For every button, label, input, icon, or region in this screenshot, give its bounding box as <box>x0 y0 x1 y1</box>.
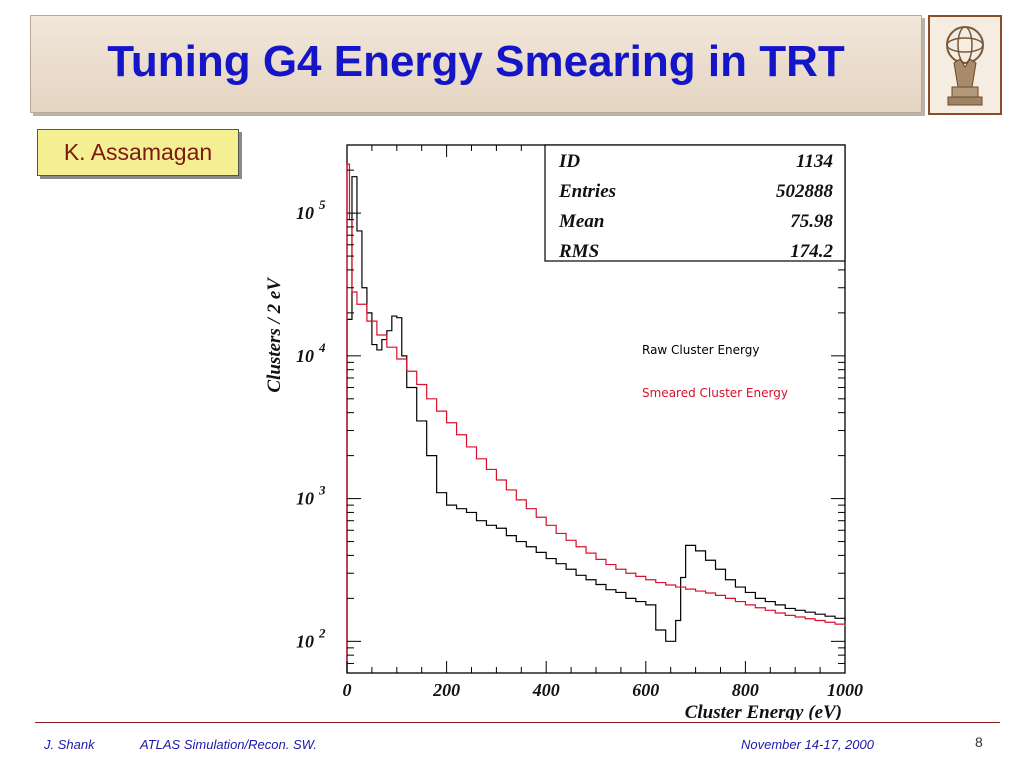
page-number: 8 <box>975 734 983 750</box>
histogram-series <box>346 163 846 673</box>
x-tick-label: 600 <box>632 680 659 700</box>
footer-author: J. Shank <box>44 737 95 752</box>
stats-value-id: 1134 <box>796 151 833 172</box>
y-tick-label: 10 <box>296 489 314 509</box>
stats-label-mean: Mean <box>558 211 604 232</box>
y-tick-exponent: 3 <box>318 483 326 498</box>
author-name: K. Assamagan <box>63 139 213 165</box>
legend-entry-smeared: Smeared Cluster Energy <box>642 386 788 400</box>
stats-value-entries: 502888 <box>776 181 834 202</box>
slide-title: Tuning G4 Energy Smearing in TRT <box>107 37 845 86</box>
stats-value-rms: 174.2 <box>790 241 833 262</box>
y-tick-exponent: 4 <box>318 340 326 355</box>
stats-box-frame <box>544 144 846 262</box>
y-tick-exponent: 2 <box>318 625 326 640</box>
stats-label-id: ID <box>558 151 580 172</box>
energy-histogram-chart: 0 200 400 600 800 1000 10 2 10 3 10 4 10 5 ID 1134 Entr… <box>264 144 863 720</box>
footer-date: November 14-17, 2000 <box>741 737 874 752</box>
footer-course: ATLAS Simulation/Recon. SW. <box>140 737 318 752</box>
series-line-raw <box>346 176 846 673</box>
legend: Raw Cluster Energy Smeared Cluster Energy <box>642 343 788 400</box>
x-tick-label: 400 <box>532 680 560 700</box>
x-axis-label: Cluster Energy (eV) <box>685 702 842 720</box>
series-line-smeared <box>346 163 846 673</box>
footer-divider <box>35 722 1000 723</box>
y-tick-label: 10 <box>296 203 314 223</box>
legend-entry-raw: Raw Cluster Energy <box>642 343 759 357</box>
atlas-logo-icon <box>946 26 984 106</box>
y-tick-exponent: 5 <box>319 197 326 212</box>
stats-box: ID 1134 Entries 502888 Mean 75.98 RMS 174.2 <box>544 144 846 262</box>
stats-value-mean: 75.98 <box>790 211 833 232</box>
y-axis-label: Clusters / 2 eV <box>264 277 285 393</box>
stats-label-entries: Entries <box>558 181 616 202</box>
title-banner: Tuning G4 Energy Smearing in TRT <box>30 15 922 113</box>
y-tick-label: 10 <box>296 631 314 651</box>
y-tick-label: 10 <box>296 346 314 366</box>
atlas-globe-logo <box>928 15 1002 115</box>
stats-label-rms: RMS <box>558 241 599 262</box>
x-tick-label: 800 <box>732 680 759 700</box>
x-tick-label: 0 <box>343 680 352 700</box>
x-tick-label: 200 <box>432 680 460 700</box>
x-tick-label: 1000 <box>827 680 863 700</box>
author-label-box: K. Assamagan <box>37 129 239 176</box>
